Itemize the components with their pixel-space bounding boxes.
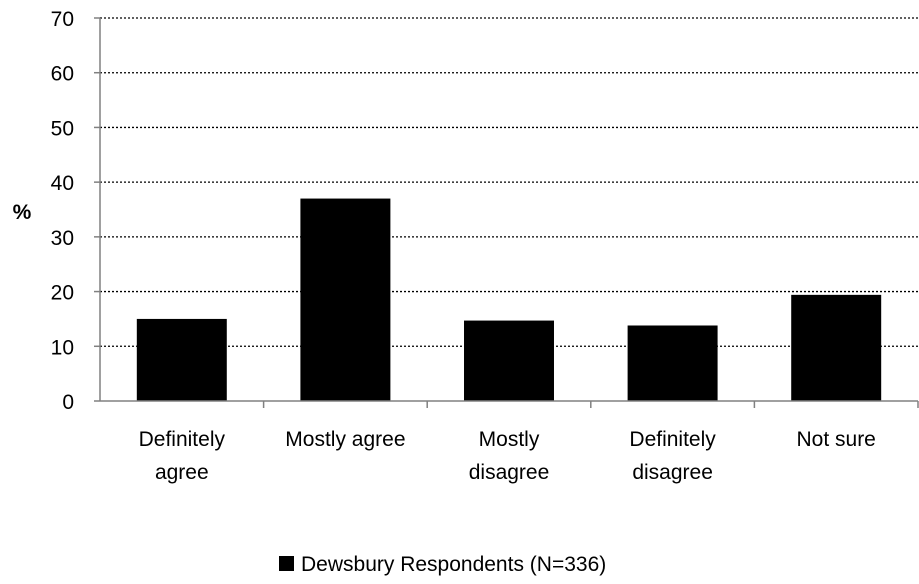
- gridlines: [100, 17, 918, 347]
- bar: [300, 198, 391, 401]
- y-tick-label: 20: [51, 282, 74, 305]
- x-category-label: Mostly agree: [285, 428, 405, 451]
- bar: [136, 318, 227, 401]
- x-category-label: Definitely agree: [139, 428, 226, 484]
- bar: [791, 294, 882, 401]
- axes: 0 10 20 30 40 50 60 70 Definitely agree Mostly agr…: [51, 8, 919, 484]
- y-tick-label: 10: [51, 336, 74, 359]
- y-tick-label: 70: [51, 8, 74, 31]
- legend: Dewsbury Respondents (N=336): [279, 553, 606, 576]
- y-tick-label: 0: [62, 391, 74, 414]
- y-axis-title: %: [13, 201, 32, 224]
- bar: [627, 325, 718, 401]
- y-tick-label: 30: [51, 227, 74, 250]
- y-tick-label: 60: [51, 63, 74, 86]
- y-tick-label: 50: [51, 117, 74, 140]
- bars: [136, 198, 882, 401]
- bar: [464, 320, 554, 401]
- y-tick-label: 40: [51, 172, 74, 195]
- x-category-label: Definitely disagree: [629, 428, 716, 484]
- legend-label: Dewsbury Respondents (N=336): [301, 553, 606, 576]
- x-category-label: Mostly disagree: [469, 428, 550, 484]
- legend-swatch: [279, 556, 294, 571]
- x-category-label: Not sure: [797, 428, 876, 451]
